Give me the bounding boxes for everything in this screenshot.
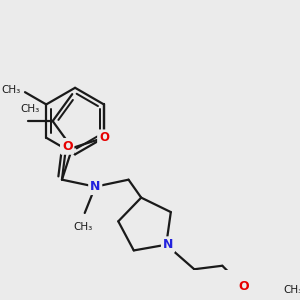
Text: CH₃: CH₃ xyxy=(284,285,300,295)
Text: CH₃: CH₃ xyxy=(2,85,21,95)
Text: O: O xyxy=(238,280,249,293)
Text: CH₃: CH₃ xyxy=(73,222,93,232)
Text: CH₃: CH₃ xyxy=(20,104,40,114)
Text: O: O xyxy=(62,140,73,153)
Text: N: N xyxy=(163,238,173,251)
Text: N: N xyxy=(90,180,101,193)
Text: O: O xyxy=(99,131,109,144)
